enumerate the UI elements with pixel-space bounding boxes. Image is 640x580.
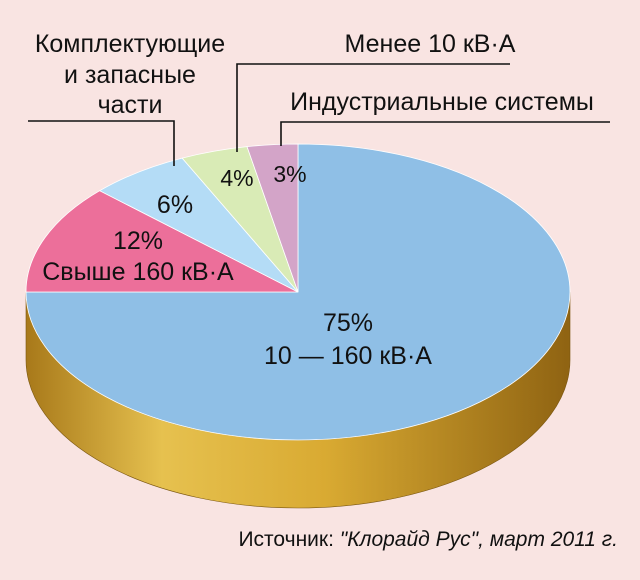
slice-pct-label: 6% — [157, 191, 193, 219]
slice-pct-label: 3% — [273, 161, 306, 187]
leader-line — [28, 120, 175, 166]
callout-under10: Менее 10 кВ·А — [345, 30, 516, 58]
callout-components: и запасные — [64, 61, 196, 89]
source-name: "Клорайд Рус" — [339, 528, 479, 551]
pie-slice — [25, 143, 571, 441]
source-suffix: , март 2011 г. — [478, 528, 618, 551]
slice-name-label: 10 — 160 кВ·А — [264, 342, 432, 370]
pie-slice — [25, 190, 299, 293]
slice-name-label: Свыше 160 кВ·А — [42, 258, 234, 286]
callout-components: Комплектующие — [35, 30, 225, 58]
callout-components: части — [98, 91, 163, 119]
slice-pct-label: 75% — [323, 309, 373, 337]
callout-industrial: Индустриальные системы — [290, 88, 594, 116]
source-note: Источник: "Клорайд Рус", март 2011 г. — [238, 528, 618, 552]
pie-slice — [246, 143, 299, 293]
slice-pct-label: 4% — [220, 165, 253, 191]
leader-line — [280, 121, 610, 146]
leader-line — [236, 63, 510, 152]
slice-pct-label: 12% — [113, 227, 163, 255]
source-prefix: Источник: — [238, 528, 340, 551]
